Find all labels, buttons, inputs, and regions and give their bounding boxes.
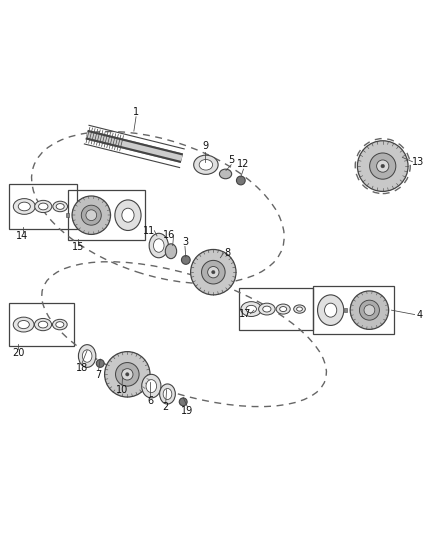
Ellipse shape (258, 303, 275, 315)
Circle shape (86, 210, 97, 221)
Circle shape (181, 256, 190, 264)
Ellipse shape (294, 305, 305, 313)
Ellipse shape (53, 319, 67, 330)
Circle shape (208, 266, 219, 278)
Text: 17: 17 (239, 309, 251, 319)
Ellipse shape (246, 305, 257, 313)
Text: 15: 15 (72, 242, 85, 252)
Ellipse shape (82, 350, 92, 362)
Ellipse shape (149, 233, 168, 258)
Circle shape (381, 164, 385, 168)
Ellipse shape (318, 295, 344, 326)
Ellipse shape (163, 389, 172, 400)
Bar (66, 213, 69, 217)
Circle shape (122, 369, 133, 380)
Ellipse shape (38, 321, 48, 328)
Ellipse shape (325, 303, 337, 317)
Text: 4: 4 (417, 310, 423, 319)
Ellipse shape (165, 244, 177, 259)
Text: 9: 9 (202, 141, 208, 151)
Text: 8: 8 (225, 248, 231, 259)
Ellipse shape (219, 169, 232, 179)
Circle shape (377, 160, 389, 172)
Circle shape (116, 362, 139, 386)
Text: 1: 1 (133, 107, 139, 117)
Circle shape (201, 261, 225, 284)
Ellipse shape (122, 208, 134, 222)
Circle shape (96, 359, 104, 367)
Ellipse shape (18, 202, 30, 211)
Ellipse shape (53, 201, 67, 212)
Text: 18: 18 (76, 363, 88, 373)
Bar (239, 288, 313, 330)
Ellipse shape (276, 304, 290, 314)
Ellipse shape (159, 384, 175, 404)
Bar (10, 183, 77, 229)
Ellipse shape (142, 374, 161, 398)
Circle shape (360, 300, 379, 320)
Circle shape (105, 352, 150, 397)
Ellipse shape (13, 199, 35, 214)
Bar (10, 303, 74, 346)
Text: 14: 14 (16, 231, 28, 241)
Text: 10: 10 (116, 385, 128, 394)
Text: 19: 19 (181, 407, 194, 416)
Ellipse shape (241, 302, 261, 317)
Circle shape (212, 270, 215, 274)
Text: 6: 6 (148, 396, 153, 406)
Ellipse shape (146, 379, 157, 393)
Text: 11: 11 (143, 225, 155, 236)
Circle shape (191, 249, 236, 295)
Ellipse shape (35, 200, 52, 213)
Text: 7: 7 (95, 370, 102, 380)
Circle shape (364, 305, 375, 316)
Text: 5: 5 (228, 155, 234, 165)
Circle shape (350, 291, 389, 329)
Text: 12: 12 (237, 159, 250, 169)
Circle shape (126, 373, 129, 376)
Text: 13: 13 (412, 157, 424, 167)
Ellipse shape (56, 322, 64, 327)
Circle shape (81, 205, 101, 225)
Circle shape (370, 153, 396, 179)
Text: 16: 16 (163, 230, 175, 240)
Text: 3: 3 (182, 237, 188, 247)
Ellipse shape (18, 320, 29, 329)
Ellipse shape (194, 155, 218, 174)
Circle shape (357, 141, 408, 191)
Ellipse shape (297, 307, 302, 311)
Ellipse shape (39, 203, 48, 210)
Ellipse shape (13, 317, 34, 332)
Ellipse shape (78, 345, 96, 367)
Ellipse shape (280, 306, 287, 312)
Text: 2: 2 (162, 402, 169, 412)
Ellipse shape (56, 204, 64, 209)
Ellipse shape (153, 239, 164, 252)
Bar (68, 190, 145, 240)
Ellipse shape (35, 318, 52, 330)
Ellipse shape (263, 306, 271, 312)
Bar (313, 286, 394, 334)
Circle shape (72, 196, 110, 235)
Ellipse shape (115, 200, 141, 230)
Text: 20: 20 (12, 348, 25, 358)
Bar (344, 309, 347, 312)
Circle shape (179, 398, 187, 406)
Ellipse shape (199, 159, 212, 170)
Circle shape (237, 176, 245, 185)
